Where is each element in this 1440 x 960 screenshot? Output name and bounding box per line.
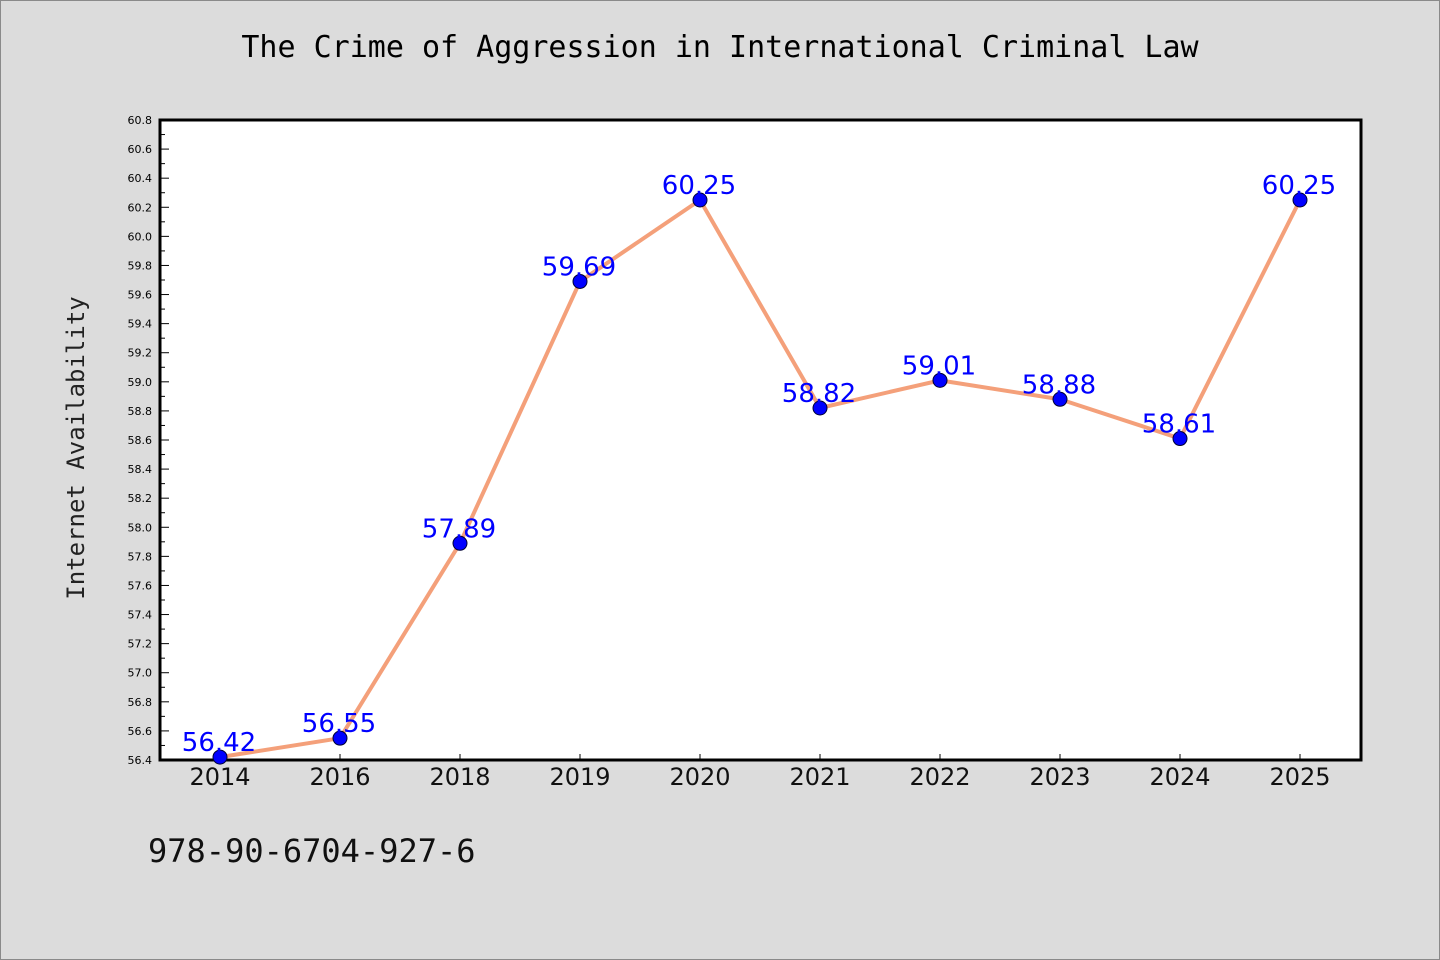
- data-point-marker: [572, 273, 588, 289]
- y-tick-label: 56.4: [128, 754, 153, 767]
- x-tick-label: 2014: [189, 763, 250, 791]
- x-tick-label: 2022: [909, 763, 970, 791]
- x-axis: 2014 2016 2018 2019 2020 2021 2022 2023 2024 2025: [189, 754, 1331, 791]
- y-tick-label: 57.4: [128, 609, 153, 622]
- data-point-marker: [332, 730, 348, 746]
- series: 56.42 56.55 57.89 59.69 60.25 58.82 59.01 58.88…: [182, 171, 1336, 765]
- data-point-marker: [932, 372, 948, 388]
- y-tick-label: 57.8: [128, 550, 153, 563]
- x-tick-label: 2021: [789, 763, 850, 791]
- data-label: 58.61: [1142, 410, 1216, 440]
- y-tick-label: 59.8: [128, 259, 153, 272]
- y-tick-label: 60.8: [128, 114, 153, 127]
- y-tick-label: 57.0: [128, 667, 153, 680]
- data-label: 56.42: [182, 728, 256, 758]
- y-tick-label: 58.8: [128, 405, 153, 418]
- footer-isbn-text: 978-90-6704-927-6: [148, 832, 476, 870]
- chart-title: The Crime of Aggression in International…: [241, 30, 1199, 65]
- y-tick-label: 59.4: [128, 318, 153, 331]
- data-point-marker: [1052, 391, 1068, 407]
- x-tick-label: 2020: [669, 763, 730, 791]
- x-tick-label: 2019: [549, 763, 610, 791]
- series-line: [219, 198, 1302, 760]
- data-label: 60.25: [1262, 171, 1336, 201]
- data-label: 57.89: [422, 514, 496, 544]
- data-point-marker: [692, 192, 708, 208]
- y-tick-label: 59.6: [128, 289, 153, 302]
- data-label: 59.69: [542, 252, 616, 282]
- plot-area: [158, 118, 1363, 762]
- y-tick-label: 58.6: [128, 434, 153, 447]
- y-tick-label: 57.6: [128, 579, 153, 592]
- y-tick-label: 57.2: [128, 638, 153, 651]
- data-point-marker: [452, 535, 468, 551]
- y-tick-label: 59.2: [128, 347, 153, 360]
- data-label: 58.82: [782, 379, 856, 409]
- x-tick-label: 2024: [1149, 763, 1210, 791]
- data-point-marker: [212, 749, 228, 765]
- data-point-marker: [1172, 431, 1188, 447]
- y-tick-label: 60.6: [128, 143, 153, 156]
- y-tick-label: 58.2: [128, 492, 153, 505]
- y-tick-label: 56.6: [128, 725, 153, 738]
- y-tick-label: 60.4: [128, 172, 153, 185]
- y-tick-label: 60.2: [128, 201, 153, 214]
- x-tick-label: 2025: [1269, 763, 1330, 791]
- y-tick-label: 58.0: [128, 521, 153, 534]
- x-tick-label: 2023: [1029, 763, 1090, 791]
- data-point-marker: [1292, 192, 1308, 208]
- y-tick-label: 59.0: [128, 376, 153, 389]
- x-tick-label: 2018: [429, 763, 490, 791]
- data-label: 58.88: [1022, 370, 1096, 400]
- y-tick-label: 56.8: [128, 696, 153, 709]
- y-tick-label: 60.0: [128, 230, 153, 243]
- x-tick-label: 2016: [309, 763, 370, 791]
- y-axis: 56.4 56.6 56.8 57.0 57.2 57.4 57.6 57.8 58.0 58.2…: [128, 114, 169, 767]
- data-point-marker: [812, 400, 828, 416]
- data-label: 59.01: [902, 351, 976, 381]
- data-label: 60.25: [662, 171, 736, 201]
- data-label: 56.55: [302, 709, 376, 739]
- y-tick-label: 58.4: [128, 463, 153, 476]
